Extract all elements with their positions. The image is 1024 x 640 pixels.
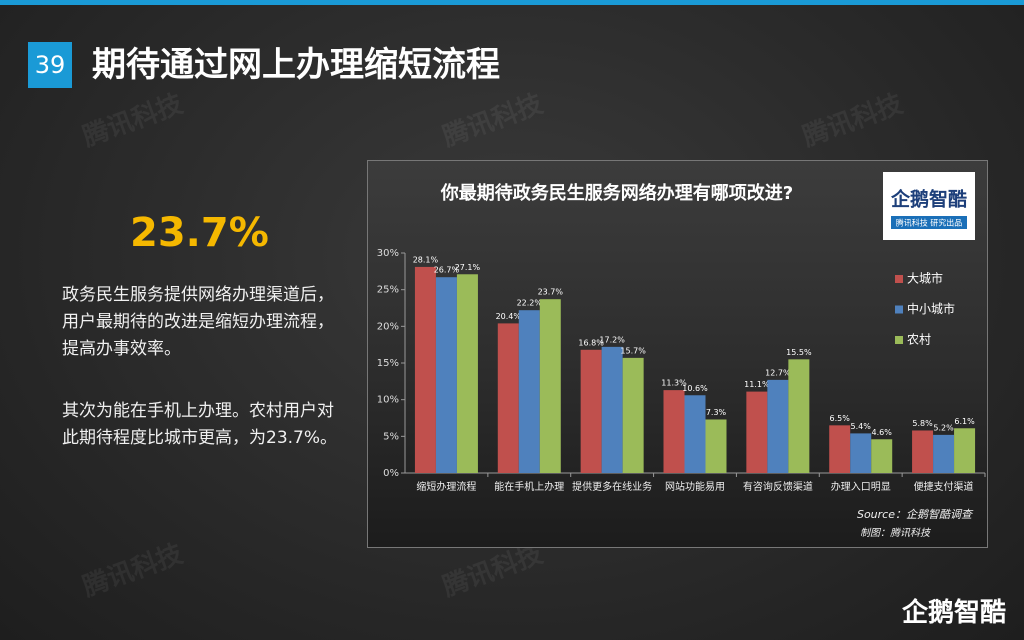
- bar: [456, 274, 478, 473]
- bar: [871, 439, 893, 473]
- value-label: 16.8%: [578, 338, 604, 347]
- x-tick-label: 能在手机上办理: [494, 480, 564, 493]
- value-label: 5.8%: [912, 419, 933, 428]
- value-label: 15.7%: [620, 346, 646, 355]
- value-label: 23.7%: [538, 288, 564, 297]
- y-tick-label: 25%: [377, 285, 399, 296]
- bar: [497, 323, 519, 473]
- bar: [414, 266, 436, 473]
- x-tick-label: 网站功能易用: [665, 480, 725, 493]
- bar: [601, 346, 623, 473]
- y-tick-label: 20%: [377, 321, 399, 332]
- value-label: 6.5%: [830, 414, 851, 423]
- legend-label: 农村: [907, 333, 931, 347]
- paragraph: 其次为能在手机上办理。农村用户对此期待程度比城市更高，为23.7%。: [62, 401, 338, 448]
- value-label: 26.7%: [434, 266, 460, 275]
- value-label: 27.1%: [455, 263, 481, 272]
- top-bar: [0, 0, 1024, 5]
- bar: [580, 349, 602, 473]
- value-label: 5.4%: [851, 422, 872, 431]
- x-tick-label: 缩短办理流程: [416, 480, 476, 493]
- legend-swatch: [895, 275, 903, 283]
- logo-tagline: 腾讯科技 研究出品: [896, 218, 963, 228]
- value-label: 11.1%: [744, 380, 770, 389]
- value-label: 10.6%: [682, 384, 708, 393]
- y-tick-label: 5%: [383, 431, 399, 442]
- value-label: 17.2%: [599, 335, 625, 344]
- value-label: 15.5%: [786, 348, 812, 357]
- chart: 你最期待政务民生服务网络办理有哪项改进? 企鹅智酷 腾讯科技 研究出品 Sour…: [367, 160, 988, 548]
- bar: [518, 310, 540, 473]
- value-label: 5.2%: [933, 423, 954, 432]
- bar: [829, 425, 851, 473]
- credit: 制图：腾讯科技: [860, 527, 932, 539]
- value-label: 22.2%: [517, 299, 543, 308]
- bar: [684, 395, 706, 473]
- value-label: 6.1%: [954, 417, 975, 426]
- bar: [933, 434, 955, 473]
- value-label: 11.3%: [661, 379, 687, 388]
- bar: [435, 277, 457, 473]
- legend-swatch: [895, 305, 903, 314]
- bar: [954, 428, 976, 473]
- page-number: 39: [28, 42, 72, 88]
- x-tick-label: 有咨询反馈渠道: [743, 480, 813, 493]
- logo-name: 企鹅智酷: [890, 188, 967, 211]
- watermark: 腾讯科技: [798, 88, 907, 153]
- bar: [746, 391, 768, 473]
- highlight-number: 23.7%: [130, 210, 269, 256]
- slide-title: 期待通过网上办理缩短流程: [92, 45, 500, 85]
- y-tick-label: 15%: [377, 358, 399, 369]
- bottom-logo: 企鹅智酷: [901, 598, 1006, 628]
- watermark: 腾讯科技: [438, 88, 547, 153]
- y-tick-label: 30%: [377, 248, 399, 259]
- y-tick-label: 0%: [383, 468, 399, 479]
- bar: [539, 299, 561, 473]
- legend-label: 大城市: [907, 271, 943, 286]
- y-tick-label: 10%: [377, 395, 399, 406]
- watermark: 腾讯科技: [78, 538, 187, 603]
- bar: [705, 419, 727, 473]
- chart-title: 你最期待政务民生服务网络办理有哪项改进?: [440, 182, 793, 204]
- value-label: 28.1%: [413, 255, 439, 264]
- watermark: 腾讯科技: [78, 88, 187, 153]
- x-tick-label: 便捷支付渠道: [914, 480, 974, 493]
- legend-label: 中小城市: [907, 301, 955, 316]
- source: Source：企鹅智酷调查: [857, 508, 974, 521]
- paragraph: 政务民生服务提供网络办理渠道后，用户最期待的改进是缩短办理流程，提高办事效率。: [62, 285, 334, 359]
- logo-band: [891, 216, 967, 229]
- x-tick-label: 办理入口明显: [831, 480, 891, 493]
- bar: [850, 433, 872, 473]
- legend-swatch: [895, 336, 903, 344]
- bar: [912, 430, 934, 473]
- bar: [663, 390, 685, 473]
- bar: [767, 379, 789, 473]
- value-label: 4.6%: [872, 428, 893, 437]
- x-tick-label: 提供更多在线业务: [572, 480, 652, 493]
- value-label: 7.3%: [706, 408, 727, 417]
- value-label: 20.4%: [496, 312, 522, 321]
- bar: [788, 359, 810, 473]
- bar: [622, 357, 644, 473]
- value-label: 12.7%: [765, 368, 791, 377]
